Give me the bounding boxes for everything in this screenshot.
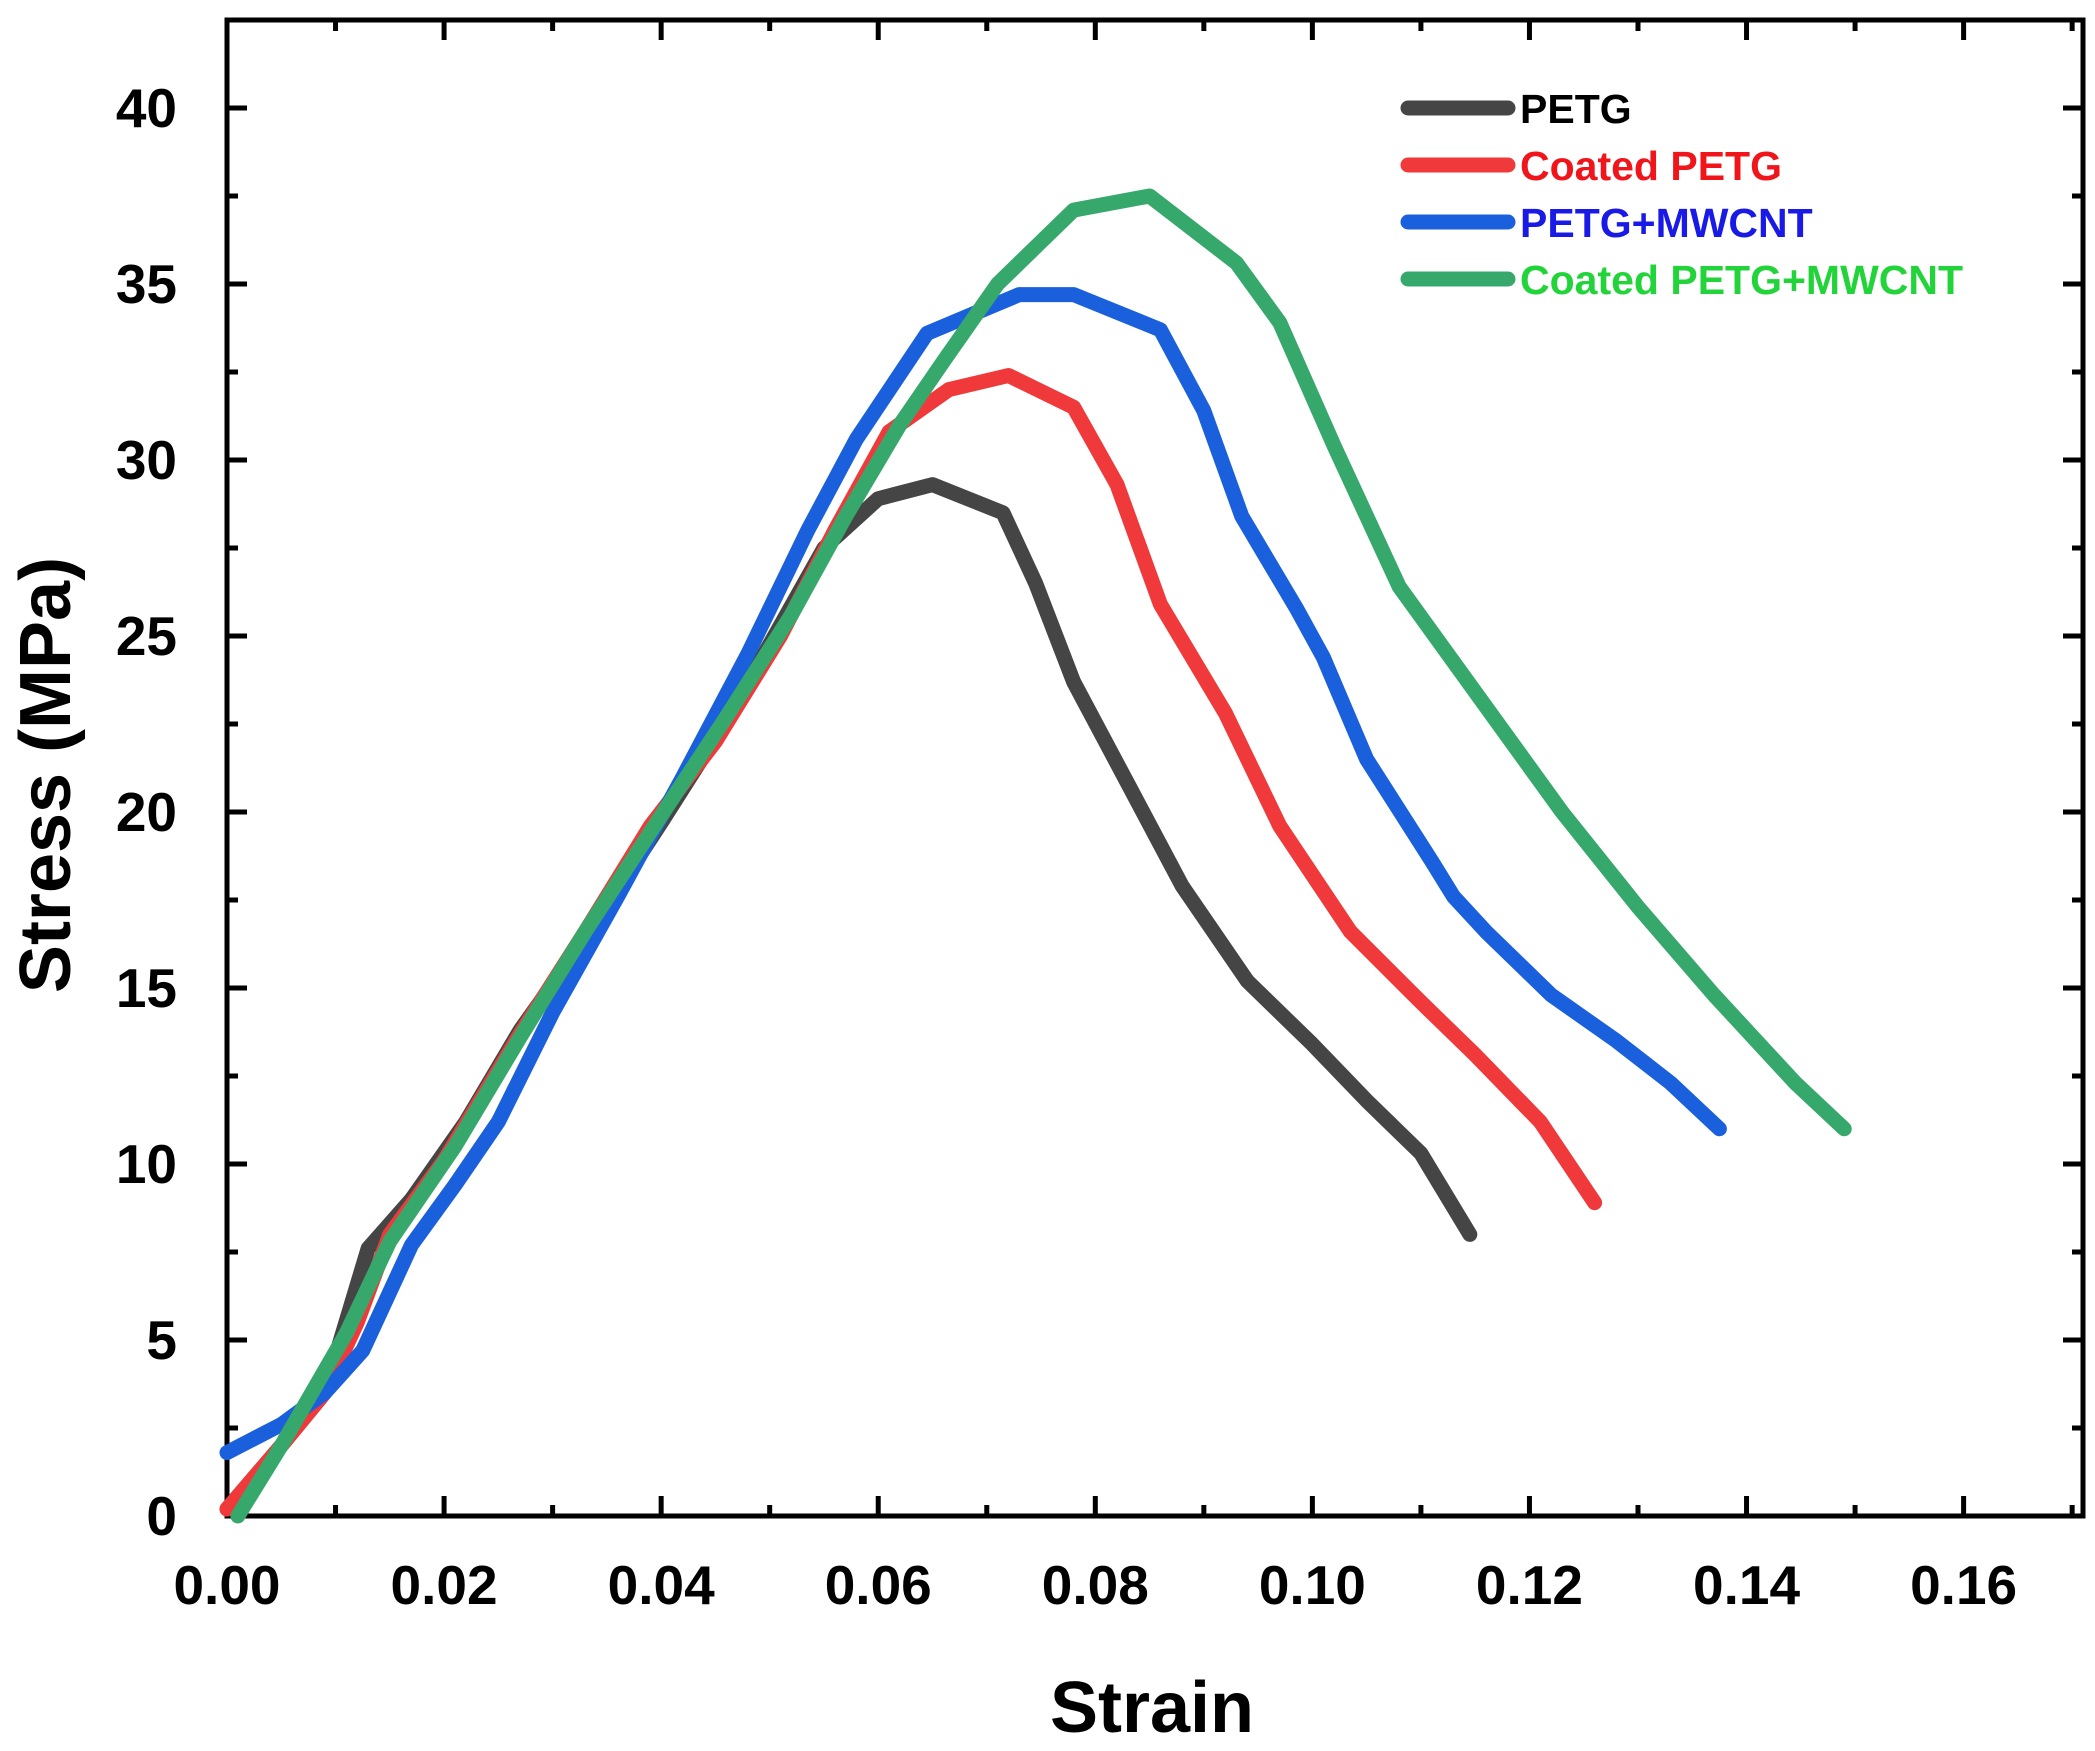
y-tick-label: 30 <box>116 429 177 491</box>
y-tick-label: 5 <box>146 1309 177 1371</box>
x-tick-label: 0.08 <box>1042 1554 1149 1616</box>
plot-frame <box>224 17 2086 1519</box>
axis-tick-labels: 0.00 0.02 0.04 0.06 0.08 0.10 0.12 0.14 0.16 0 5 10… <box>116 77 2017 1616</box>
series-lines <box>219 188 1852 1524</box>
series-line-coated-petg-mwcnt <box>230 188 1852 1524</box>
x-tick-label: 0.04 <box>608 1554 715 1616</box>
legend-label-petg-mwcnt: PETG+MWCNT <box>1520 200 1813 246</box>
y-tick-label: 35 <box>116 253 177 315</box>
x-tick-label: 0.10 <box>1259 1554 1366 1616</box>
x-tick-label: 0.00 <box>173 1554 280 1616</box>
y-tick-label: 40 <box>116 77 177 139</box>
legend-label-coated-petg-mwcnt: Coated PETG+MWCNT <box>1520 257 1963 303</box>
x-axis-title: Strain <box>1050 1668 1254 1748</box>
y-tick-label: 15 <box>116 957 177 1019</box>
series-line-coated-petg <box>219 368 1603 1517</box>
legend: PETG Coated PETG PETG+MWCNT Coated PETG+MWC… <box>1400 86 1963 303</box>
plot-border <box>224 17 2086 1519</box>
x-tick-label: 0.02 <box>391 1554 498 1616</box>
x-tick-label: 0.06 <box>825 1554 932 1616</box>
y-axis-title: Stress (MPa) <box>6 557 86 993</box>
x-tick-label: 0.16 <box>1910 1554 2017 1616</box>
x-tick-label: 0.14 <box>1693 1554 1800 1616</box>
series-line-petg-mwcnt <box>219 287 1727 1461</box>
y-tick-label: 10 <box>116 1133 177 1195</box>
x-tick-label: 0.12 <box>1476 1554 1583 1616</box>
legend-label-petg: PETG <box>1520 86 1632 132</box>
y-tick-label: 25 <box>116 605 177 667</box>
series-line-petg <box>219 477 1478 1517</box>
y-tick-label: 0 <box>146 1485 177 1547</box>
y-tick-label: 20 <box>116 781 177 843</box>
legend-label-coated-petg: Coated PETG <box>1520 143 1782 189</box>
